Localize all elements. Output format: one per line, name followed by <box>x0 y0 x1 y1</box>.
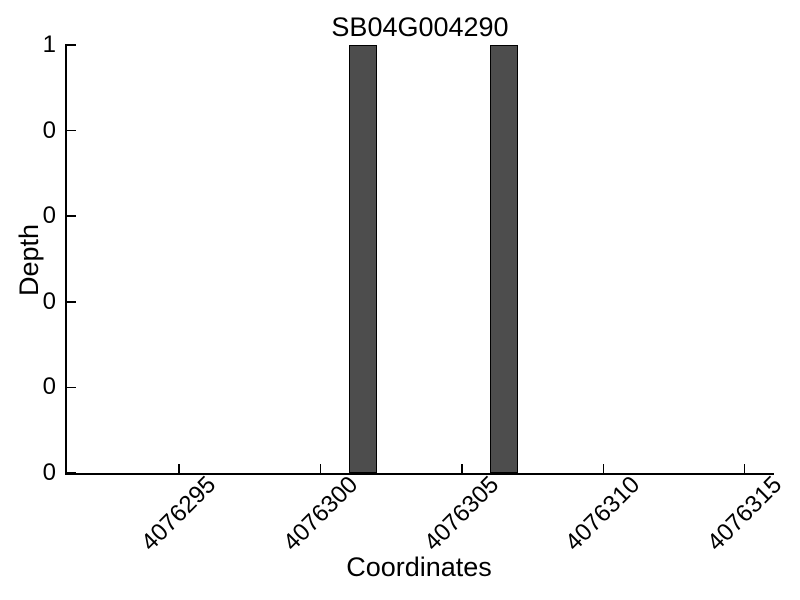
x-tick <box>602 464 605 473</box>
y-tick <box>66 386 76 389</box>
y-axis-spine <box>65 44 67 475</box>
x-tick-label: 4076315 <box>701 471 787 557</box>
y-tick-label: 0 <box>42 116 56 144</box>
depth-bar <box>348 45 378 473</box>
y-tick <box>66 472 76 474</box>
x-tick <box>178 464 180 473</box>
y-tick-label: 0 <box>42 459 56 486</box>
x-tick <box>319 464 322 473</box>
x-axis-spine <box>65 473 774 475</box>
x-tick <box>743 464 746 473</box>
y-axis-label: Depth <box>14 223 44 297</box>
y-tick <box>66 129 76 132</box>
y-tick <box>66 44 76 46</box>
y-tick <box>66 301 76 303</box>
y-tick-label: 0 <box>42 202 56 230</box>
x-tick <box>461 464 463 473</box>
x-axis-label: Coordinates <box>346 552 492 582</box>
y-tick-label: 1 <box>42 31 56 58</box>
depth-bar <box>490 45 519 473</box>
y-tick <box>66 215 76 217</box>
y-tick-label: 0 <box>42 287 56 315</box>
chart-title: SB04G004290 <box>331 12 509 42</box>
y-tick-label: 0 <box>42 373 56 401</box>
